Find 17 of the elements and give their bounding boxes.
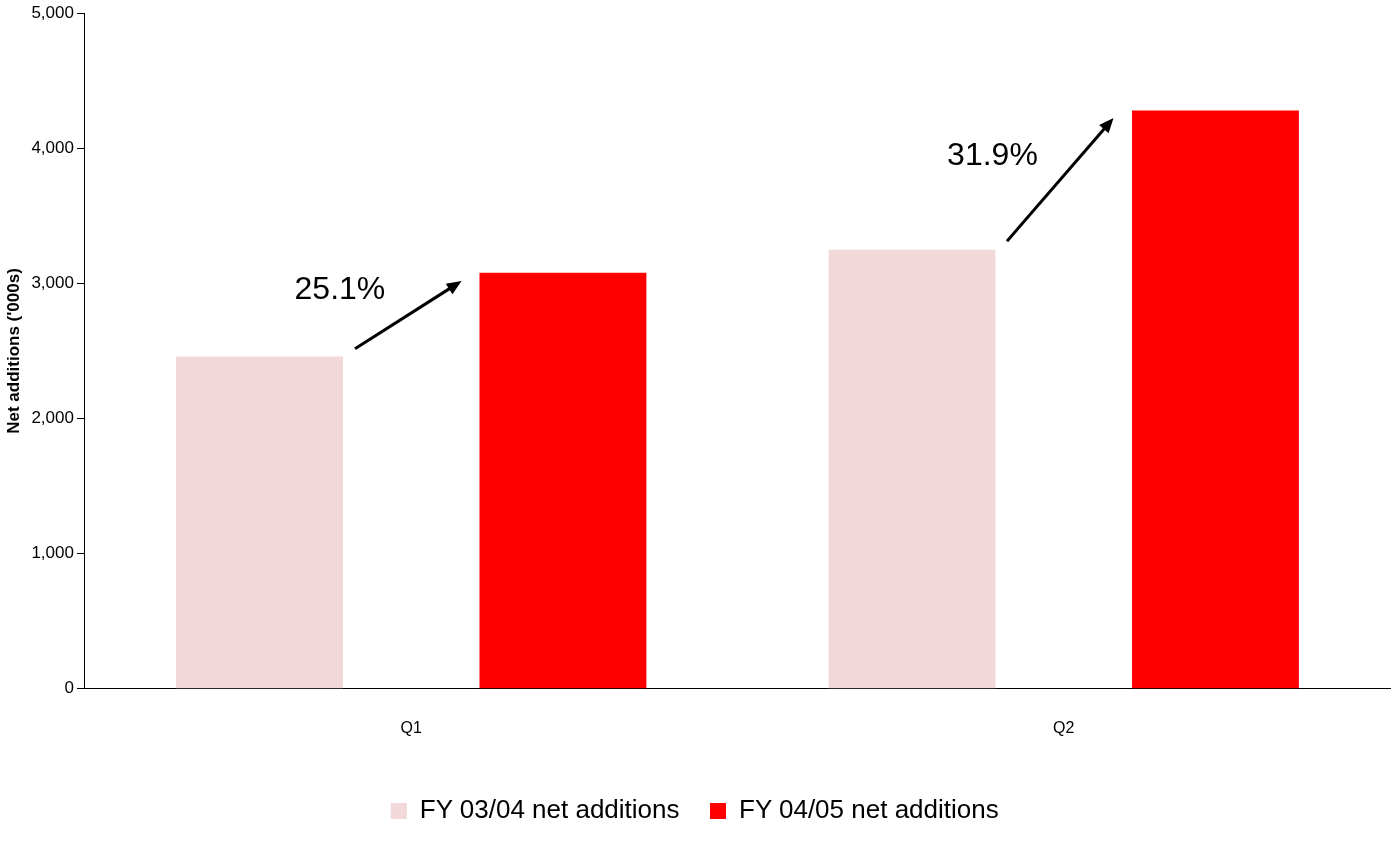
bar: [176, 356, 343, 689]
y-tick-label: 2,000: [31, 408, 74, 428]
legend-label: FY 03/04 net additions: [419, 794, 680, 825]
bar: [1132, 110, 1299, 689]
y-tick-label: 3,000: [31, 273, 74, 293]
y-tick-label: 1,000: [31, 543, 74, 563]
bar: [479, 272, 647, 689]
y-tick-label: 4,000: [31, 138, 74, 158]
y-tick-label: 5,000: [31, 2, 74, 22]
y-axis-title: Net additions ('000s): [3, 268, 23, 434]
y-tick-label: 0: [64, 678, 74, 698]
annotation: 31.9%: [947, 135, 1038, 172]
annotation: 25.1%: [294, 270, 386, 307]
bar: [828, 249, 996, 689]
x-tick-label: Q2: [1053, 718, 1075, 736]
x-tick-label: Q1: [400, 718, 422, 736]
legend-label: FY 04/05 net additions: [739, 794, 999, 825]
